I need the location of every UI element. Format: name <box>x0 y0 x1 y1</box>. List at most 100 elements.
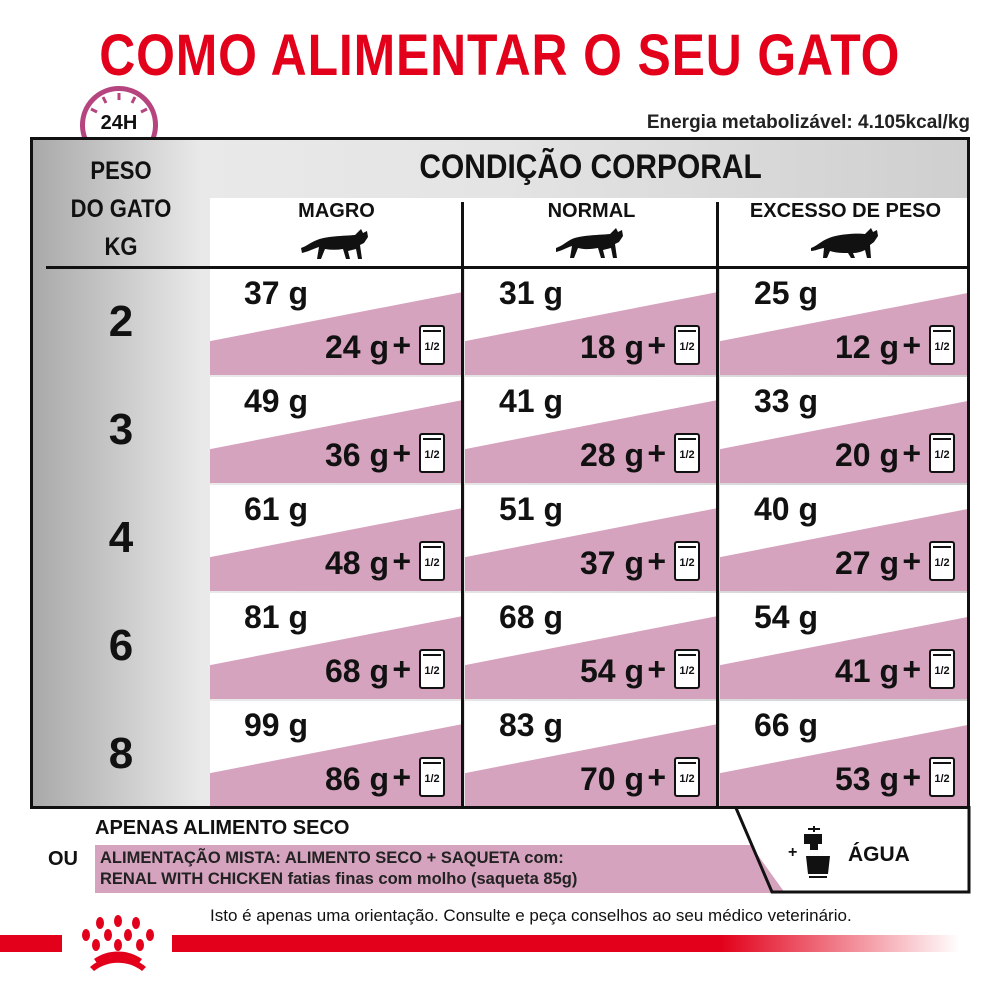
pouch-icon: 1/2 <box>419 541 445 581</box>
dry-only-amount: 25 g <box>754 275 819 311</box>
brand-bar <box>0 935 960 952</box>
pouch-icon: 1/2 <box>674 757 700 797</box>
water-tap-icon <box>804 826 830 878</box>
pouch-icon: 1/2 <box>419 757 445 797</box>
plus-sign: + <box>647 651 666 687</box>
column-excesso: EXCESSO DE PESO <box>749 200 942 222</box>
plus-sign: + <box>902 651 921 687</box>
pouch-icon: 1/2 <box>929 541 955 581</box>
feeding-cell: 81 g 68 g +1/2 <box>210 593 461 699</box>
feeding-cell: 40 g 27 g +1/2 <box>720 485 967 591</box>
mixed-amount: 12 g <box>834 329 899 365</box>
dry-only-amount: 37 g <box>244 275 309 311</box>
mixed-amount: 68 g <box>324 653 389 689</box>
legend-mixed-band <box>95 845 785 893</box>
cat-icon <box>811 228 878 258</box>
plus-sign: + <box>392 435 411 471</box>
legend-dry-only: APENAS ALIMENTO SECO <box>95 817 350 839</box>
column-magro: MAGRO <box>298 200 375 222</box>
plus-sign: + <box>902 435 921 471</box>
pouch-icon: 1/2 <box>929 757 955 797</box>
feeding-table: PESO DO GATO KG CONDIÇÃO CORPORAL MAGRO … <box>30 137 970 809</box>
weight-value: 2 <box>108 297 134 346</box>
pouch-icon: 1/2 <box>929 649 955 689</box>
water-box <box>734 806 971 894</box>
pouch-icon: 1/2 <box>419 649 445 689</box>
pouch-icon: 1/2 <box>674 649 700 689</box>
clock-label: 24H <box>100 112 138 134</box>
mixed-amount: 54 g <box>579 653 644 689</box>
column-normal: NORMAL <box>547 200 636 222</box>
plus-sign: + <box>392 651 411 687</box>
feeding-cell: 66 g 53 g +1/2 <box>720 701 967 806</box>
dry-only-amount: 41 g <box>499 383 564 419</box>
pouch-icon: 1/2 <box>419 433 445 473</box>
mixed-amount: 28 g <box>579 437 644 473</box>
pouch-icon: 1/2 <box>674 325 700 365</box>
mixed-amount: 20 g <box>834 437 899 473</box>
header-divider <box>46 266 967 269</box>
plus-sign: + <box>902 759 921 795</box>
plus-sign: + <box>392 543 411 579</box>
dry-only-amount: 49 g <box>244 383 309 419</box>
dry-only-amount: 68 g <box>499 599 564 635</box>
weight-value: 8 <box>108 729 134 778</box>
dry-only-amount: 54 g <box>754 599 819 635</box>
dry-only-amount: 51 g <box>499 491 564 527</box>
mixed-amount: 53 g <box>834 761 899 797</box>
weight-value: 6 <box>108 621 134 670</box>
cat-icon <box>301 229 368 259</box>
feeding-cell: 41 g 28 g +1/2 <box>465 377 716 483</box>
column-divider <box>461 202 464 806</box>
cat-icon <box>556 228 623 258</box>
feeding-cell: 54 g 41 g +1/2 <box>720 593 967 699</box>
plus-sign: + <box>902 543 921 579</box>
dry-only-amount: 81 g <box>244 599 309 635</box>
plus-sign: + <box>647 543 666 579</box>
disclaimer: Isto é apenas uma orientação. Consulte e… <box>210 906 852 925</box>
mixed-amount: 37 g <box>579 545 644 581</box>
feeding-cell: 61 g 48 g +1/2 <box>210 485 461 591</box>
plus-sign: + <box>647 327 666 363</box>
feeding-cell: 51 g 37 g +1/2 <box>465 485 716 591</box>
body-condition-header: CONDIÇÃO CORPORAL <box>419 148 763 186</box>
feeding-cell: 37 g 24 g +1/2 <box>210 269 461 375</box>
dry-only-amount: 61 g <box>244 491 309 527</box>
legend-mixed: ALIMENTAÇÃO MISTA: ALIMENTO SECO + SAQUE… <box>100 849 578 888</box>
plus-sign: + <box>392 759 411 795</box>
plus-sign: + <box>392 327 411 363</box>
column-divider <box>716 202 719 806</box>
plus-sign: + <box>902 327 921 363</box>
mixed-amount: 48 g <box>324 545 389 581</box>
mixed-amount: 70 g <box>579 761 644 797</box>
column-headers <box>210 198 967 268</box>
dry-only-amount: 66 g <box>754 707 819 743</box>
feeding-cell: 33 g 20 g +1/2 <box>720 377 967 483</box>
dry-only-amount: 33 g <box>754 383 819 419</box>
mixed-amount: 24 g <box>324 329 389 365</box>
legend-water: ÁGUA <box>848 843 910 866</box>
feeding-cell: 68 g 54 g +1/2 <box>465 593 716 699</box>
dry-only-amount: 31 g <box>499 275 564 311</box>
plus-sign: + <box>647 435 666 471</box>
feeding-cell: 31 g 18 g +1/2 <box>465 269 716 375</box>
energy-text: Energia metabolizável: 4.105kcal/kg <box>646 112 970 133</box>
legend-or: OU <box>48 848 78 870</box>
pouch-icon: 1/2 <box>674 541 700 581</box>
pouch-icon: 1/2 <box>419 325 445 365</box>
mixed-amount: 36 g <box>324 437 389 473</box>
page-title: COMO ALIMENTAR O SEU GATO <box>99 23 901 88</box>
mixed-amount: 86 g <box>324 761 389 797</box>
feeding-cell: 83 g 70 g +1/2 <box>465 701 716 806</box>
mixed-amount: 27 g <box>834 545 899 581</box>
weight-header: PESO DO GATO KG <box>70 157 172 261</box>
feeding-cell: 25 g 12 g +1/2 <box>720 269 967 375</box>
dry-only-amount: 40 g <box>754 491 819 527</box>
pouch-icon: 1/2 <box>929 325 955 365</box>
pouch-icon: 1/2 <box>929 433 955 473</box>
plus-sign: + <box>647 759 666 795</box>
mixed-amount: 41 g <box>834 653 899 689</box>
mixed-amount: 18 g <box>579 329 644 365</box>
feeding-cell: 49 g 36 g +1/2 <box>210 377 461 483</box>
weight-value: 4 <box>108 513 134 562</box>
